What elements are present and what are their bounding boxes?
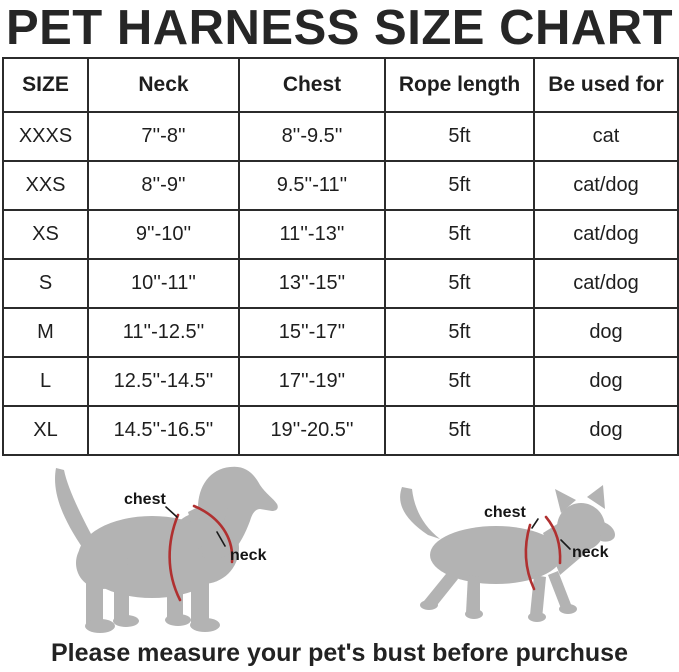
dog-chest-label: chest (124, 491, 166, 508)
value-cell: dog (533, 356, 679, 407)
value-cell: 12.5''-14.5'' (87, 356, 240, 407)
value-cell: 9.5''-11'' (238, 160, 386, 211)
value-cell: 19''-20.5'' (238, 405, 386, 456)
value-cell: dog (533, 307, 679, 358)
table-row: XS 9''-10'' 11''-13'' 5ft cat/dog (2, 209, 679, 260)
column-header-be-used-for: Be used for (533, 57, 679, 113)
value-cell: 11''-12.5'' (87, 307, 240, 358)
value-cell: 15''-17'' (238, 307, 386, 358)
value-cell: cat (533, 111, 679, 162)
value-cell: 11''-13'' (238, 209, 386, 260)
value-cell: cat/dog (533, 258, 679, 309)
value-cell: dog (533, 405, 679, 456)
value-cell: 14.5''-16.5'' (87, 405, 240, 456)
size-cell: M (2, 307, 89, 358)
page-title: PET HARNESS SIZE CHART (5, 1, 674, 55)
value-cell: 5ft (384, 258, 535, 309)
value-cell: cat/dog (533, 160, 679, 211)
cat-neck-label: neck (572, 544, 609, 561)
size-cell: XXXS (2, 111, 89, 162)
size-cell: XXS (2, 160, 89, 211)
dog-neck-label: neck (230, 547, 267, 564)
value-cell: 5ft (384, 307, 535, 358)
value-cell: 9''-10'' (87, 209, 240, 260)
dog-neck-strap (192, 504, 234, 564)
dog-chest-leader-line (165, 506, 178, 518)
table-row: XL 14.5''-16.5'' 19''-20.5'' 5ft dog (2, 405, 679, 456)
column-header-size: SIZE (2, 57, 89, 113)
dog-chest-strap (168, 513, 182, 602)
size-cell: S (2, 258, 89, 309)
table-body: XXXS 7''-8'' 8''-9.5'' 5ft cat XXS 8''-9'' 9.5'… (2, 111, 679, 456)
value-cell: 5ft (384, 209, 535, 260)
value-cell: 5ft (384, 111, 535, 162)
column-header-rope-length: Rope length (384, 57, 535, 113)
column-header-neck: Neck (87, 57, 240, 113)
table-row: XXXS 7''-8'' 8''-9.5'' 5ft cat (2, 111, 679, 162)
value-cell: 17''-19'' (238, 356, 386, 407)
size-cell: XS (2, 209, 89, 260)
value-cell: 5ft (384, 160, 535, 211)
cat-neck-strap (544, 515, 562, 565)
table-row: M 11''-12.5'' 15''-17'' 5ft dog (2, 307, 679, 358)
cat-chest-leader-line (531, 518, 539, 529)
cat-body-shape (400, 485, 615, 622)
value-cell: 8''-9'' (87, 160, 240, 211)
value-cell: 10''-11'' (87, 258, 240, 309)
table-row: S 10''-11'' 13''-15'' 5ft cat/dog (2, 258, 679, 309)
dog-neck-leader-line (216, 531, 226, 547)
size-cell: L (2, 356, 89, 407)
size-chart-table: SIZE Neck Chest Rope length Be used for XXXS… (2, 57, 679, 456)
cat-chest-strap (524, 523, 536, 591)
size-cell: XL (2, 405, 89, 456)
value-cell: 8''-9.5'' (238, 111, 386, 162)
value-cell: 13''-15'' (238, 258, 386, 309)
cat-chest-label: chest (484, 504, 526, 521)
header-row: SIZE Neck Chest Rope length Be used for (2, 57, 679, 113)
value-cell: cat/dog (533, 209, 679, 260)
cat-silhouette: chest neck (400, 485, 615, 622)
value-cell: 5ft (384, 405, 535, 456)
footer-note: Please measure your pet's bust before pu… (51, 639, 628, 667)
table-row: XXS 8''-9'' 9.5''-11'' 5ft cat/dog (2, 160, 679, 211)
cat-neck-leader-line (560, 539, 571, 550)
table-row: L 12.5''-14.5'' 17''-19'' 5ft dog (2, 356, 679, 407)
dog-silhouette: chest neck (55, 466, 278, 633)
value-cell: 5ft (384, 356, 535, 407)
value-cell: 7''-8'' (87, 111, 240, 162)
table-head: SIZE Neck Chest Rope length Be used for (2, 57, 679, 113)
column-header-chest: Chest (238, 57, 386, 113)
